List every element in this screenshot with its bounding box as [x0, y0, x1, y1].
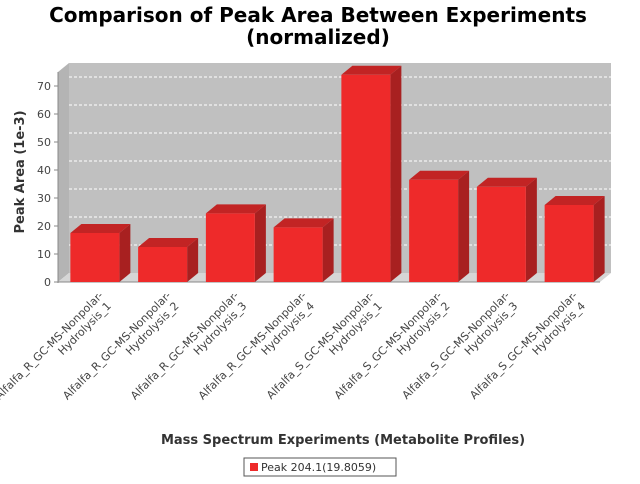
bar	[409, 170, 470, 282]
legend-box	[243, 457, 397, 477]
y-tick-label: 60	[37, 108, 51, 121]
bar	[341, 65, 402, 282]
legend: Peak 204.1(19.8059)	[243, 457, 397, 477]
bar-side	[390, 65, 402, 282]
legend-swatch	[250, 463, 258, 471]
bar	[544, 196, 605, 282]
y-tick-label: 40	[37, 164, 51, 177]
bar	[138, 238, 199, 282]
bar-side	[593, 196, 605, 282]
y-tick-label: 50	[37, 136, 51, 149]
bar-side	[322, 218, 334, 282]
legend-label: Peak 204.1(19.8059)	[261, 461, 376, 474]
bar	[476, 177, 537, 282]
x-tick-label: Alfalfa_R_GC-MS-Nonpolar-Hydrolysis_1	[0, 289, 115, 412]
bar-top	[476, 177, 537, 187]
plot-left-wall	[58, 63, 69, 282]
bar	[205, 204, 266, 282]
y-tick-label: 0	[44, 276, 51, 289]
bar-top	[205, 204, 266, 214]
y-tick-label: 70	[37, 80, 51, 93]
plot-area: 0 10 20 30 40 50 60 70 Alfalfa_R_GC-MS-Nonpolar-…	[0, 63, 611, 412]
bar-side	[254, 204, 266, 282]
bar-top	[544, 196, 605, 205]
bar-top	[409, 170, 470, 180]
bar	[273, 218, 334, 282]
bar-front	[544, 205, 594, 282]
chart-title: Comparison of Peak Area Between Experime…	[49, 3, 587, 27]
bar-front	[273, 227, 323, 282]
bar-top	[341, 65, 402, 75]
bar-side	[458, 170, 470, 282]
bar-front	[341, 74, 391, 282]
bar-top	[70, 224, 131, 233]
bar-front	[476, 186, 526, 282]
bar	[70, 224, 131, 282]
bar-top	[138, 238, 199, 247]
chart-subtitle: (normalized)	[246, 25, 390, 49]
x-axis-label: Mass Spectrum Experiments (Metabolite Pr…	[161, 433, 525, 448]
y-tick-label: 20	[37, 220, 51, 233]
plot-floor	[58, 273, 611, 282]
bar-front	[409, 179, 459, 282]
bar-side	[525, 177, 537, 282]
bar-front	[138, 247, 188, 282]
bar-top	[273, 218, 334, 228]
y-axis-label: Peak Area (1e-3)	[13, 110, 28, 233]
bar-side	[119, 224, 131, 282]
bar-front	[205, 213, 255, 282]
bar-front	[70, 233, 120, 282]
bar-side	[187, 238, 199, 282]
y-tick-label: 30	[37, 192, 51, 205]
y-tick-label: 10	[37, 248, 51, 261]
